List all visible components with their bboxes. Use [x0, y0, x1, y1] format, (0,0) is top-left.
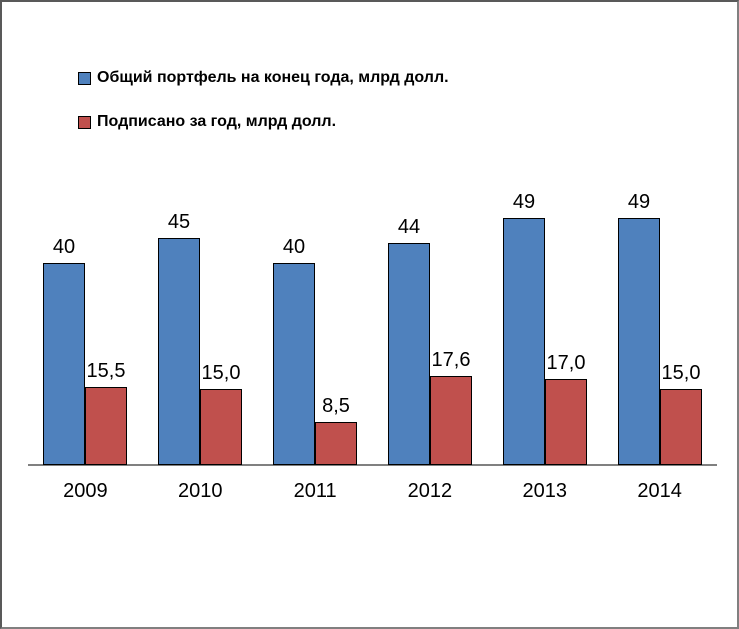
- x-axis-label-2011: 2011: [293, 480, 337, 502]
- bar-value-label-2011-portfolio: 40: [282, 236, 306, 258]
- bar-2014-signed: [660, 389, 702, 465]
- bar-2011-signed: [315, 422, 357, 465]
- bar-2009-portfolio: [43, 263, 85, 465]
- x-axis-label-2012: 2012: [407, 480, 453, 502]
- bar-value-label-2010-signed: 15,0: [201, 362, 241, 384]
- bar-value-label-2009-portfolio: 40: [52, 236, 76, 258]
- bar-2012-portfolio: [388, 243, 430, 465]
- bar-value-label-2014-portfolio: 49: [627, 191, 651, 213]
- bar-2009-signed: [85, 387, 127, 465]
- bar-2011-portfolio: [273, 263, 315, 465]
- x-axis-label-2009: 2009: [63, 480, 108, 502]
- bar-2010-portfolio: [158, 238, 200, 465]
- bar-2010-signed: [200, 389, 242, 465]
- plot-area: 40 15,5 2009 45 15,0 2010 40 8,5 2011 44 17,6 2012 4…: [28, 2, 717, 502]
- bar-value-label-2012-portfolio: 44: [397, 216, 421, 238]
- legend: Общий портфель на конец года, млрд долл.…: [78, 66, 449, 154]
- bar-2013-portfolio: [503, 218, 545, 465]
- bar-value-label-2012-signed: 17,6: [431, 349, 471, 371]
- x-axis-label-2010: 2010: [178, 480, 223, 502]
- bar-value-label-2009-signed: 15,5: [86, 360, 126, 382]
- x-axis-label-2014: 2014: [637, 480, 682, 502]
- bar-2012-signed: [430, 376, 472, 465]
- bar-2013-signed: [545, 379, 587, 465]
- legend-label-signed: Подписано за год, млрд долл.: [97, 113, 337, 130]
- bar-value-label-2010-portfolio: 45: [167, 211, 191, 233]
- legend-swatch-signed-icon: [78, 115, 91, 129]
- bar-value-label-2013-signed: 17,0: [546, 352, 586, 374]
- bar-2014-portfolio: [618, 218, 660, 465]
- legend-swatch-portfolio-icon: [78, 71, 91, 85]
- bar-value-label-2013-portfolio: 49: [512, 191, 536, 213]
- legend-item-portfolio: Общий портфель на конец года, млрд долл.: [78, 66, 449, 90]
- bar-value-label-2011-signed: 8,5: [322, 395, 350, 417]
- x-axis-line: [28, 464, 717, 466]
- legend-item-signed: Подписано за год, млрд долл.: [78, 110, 449, 134]
- bar-value-label-2014-signed: 15,0: [661, 362, 701, 384]
- legend-label-portfolio: Общий портфель на конец года, млрд долл.: [97, 69, 449, 86]
- x-axis-label-2013: 2013: [522, 480, 568, 502]
